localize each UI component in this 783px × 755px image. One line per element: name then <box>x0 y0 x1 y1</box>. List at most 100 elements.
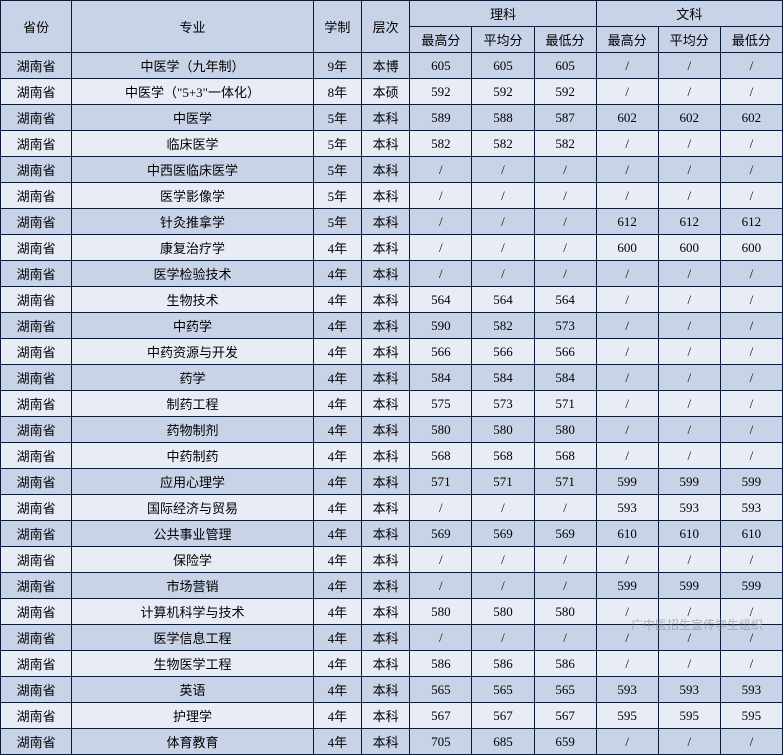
cell-sci-min: 592 <box>534 79 596 105</box>
header-art-avg: 平均分 <box>658 27 720 53</box>
cell-major: 保险学 <box>72 547 313 573</box>
cell-art-max: / <box>596 547 658 573</box>
cell-major: 医学影像学 <box>72 183 313 209</box>
cell-art-min: 599 <box>720 573 782 599</box>
cell-duration: 4年 <box>313 625 361 651</box>
cell-sci-min: / <box>534 209 596 235</box>
cell-level: 本科 <box>362 495 410 521</box>
cell-major: 针灸推拿学 <box>72 209 313 235</box>
cell-duration: 5年 <box>313 131 361 157</box>
cell-art-min: 600 <box>720 235 782 261</box>
cell-art-avg: / <box>658 547 720 573</box>
cell-sci-avg: 568 <box>472 443 534 469</box>
table-row: 湖南省护理学4年本科567567567595595595 <box>1 703 783 729</box>
cell-art-avg: / <box>658 391 720 417</box>
header-sci-min: 最低分 <box>534 27 596 53</box>
cell-sci-avg: / <box>472 209 534 235</box>
cell-art-max: / <box>596 651 658 677</box>
cell-sci-avg: 573 <box>472 391 534 417</box>
cell-art-avg: 612 <box>658 209 720 235</box>
table-row: 湖南省针灸推拿学5年本科///612612612 <box>1 209 783 235</box>
cell-sci-avg: 580 <box>472 599 534 625</box>
cell-major: 生物技术 <box>72 287 313 313</box>
table-row: 湖南省公共事业管理4年本科569569569610610610 <box>1 521 783 547</box>
cell-duration: 4年 <box>313 261 361 287</box>
cell-sci-min: 568 <box>534 443 596 469</box>
header-level: 层次 <box>362 1 410 53</box>
cell-sci-max: 592 <box>410 79 472 105</box>
header-science: 理科 <box>410 1 596 27</box>
header-sci-max: 最高分 <box>410 27 472 53</box>
cell-art-min: / <box>720 443 782 469</box>
cell-art-min: / <box>720 261 782 287</box>
cell-duration: 4年 <box>313 677 361 703</box>
cell-art-min: 599 <box>720 469 782 495</box>
cell-major: 中药学 <box>72 313 313 339</box>
cell-province: 湖南省 <box>1 573 72 599</box>
cell-art-max: 599 <box>596 469 658 495</box>
cell-duration: 4年 <box>313 313 361 339</box>
cell-sci-min: 571 <box>534 391 596 417</box>
cell-sci-max: / <box>410 547 472 573</box>
cell-sci-max: / <box>410 573 472 599</box>
cell-sci-avg: 566 <box>472 339 534 365</box>
cell-province: 湖南省 <box>1 521 72 547</box>
cell-sci-avg: 567 <box>472 703 534 729</box>
table-row: 湖南省中药资源与开发4年本科566566566/// <box>1 339 783 365</box>
cell-sci-max: / <box>410 183 472 209</box>
cell-art-max: / <box>596 365 658 391</box>
cell-sci-min: 566 <box>534 339 596 365</box>
cell-province: 湖南省 <box>1 599 72 625</box>
cell-province: 湖南省 <box>1 391 72 417</box>
cell-sci-max: 567 <box>410 703 472 729</box>
cell-art-max: / <box>596 131 658 157</box>
table-row: 湖南省生物医学工程4年本科586586586/// <box>1 651 783 677</box>
table-row: 湖南省临床医学5年本科582582582/// <box>1 131 783 157</box>
cell-province: 湖南省 <box>1 339 72 365</box>
cell-major: 中药制药 <box>72 443 313 469</box>
cell-art-min: 602 <box>720 105 782 131</box>
cell-sci-min: / <box>534 235 596 261</box>
header-arts: 文科 <box>596 1 782 27</box>
cell-duration: 4年 <box>313 521 361 547</box>
cell-province: 湖南省 <box>1 235 72 261</box>
cell-sci-avg: / <box>472 625 534 651</box>
cell-sci-avg: / <box>472 573 534 599</box>
cell-level: 本科 <box>362 573 410 599</box>
cell-sci-max: 564 <box>410 287 472 313</box>
cell-level: 本科 <box>362 703 410 729</box>
cell-art-max: / <box>596 729 658 755</box>
cell-sci-min: / <box>534 261 596 287</box>
cell-duration: 4年 <box>313 339 361 365</box>
cell-art-max: / <box>596 443 658 469</box>
cell-province: 湖南省 <box>1 313 72 339</box>
cell-duration: 4年 <box>313 443 361 469</box>
cell-province: 湖南省 <box>1 677 72 703</box>
cell-major: 药学 <box>72 365 313 391</box>
cell-duration: 4年 <box>313 729 361 755</box>
cell-province: 湖南省 <box>1 157 72 183</box>
cell-sci-avg: 582 <box>472 313 534 339</box>
cell-level: 本科 <box>362 677 410 703</box>
cell-art-avg: / <box>658 157 720 183</box>
cell-duration: 5年 <box>313 183 361 209</box>
table-row: 湖南省国际经济与贸易4年本科///593593593 <box>1 495 783 521</box>
cell-sci-min: / <box>534 547 596 573</box>
cell-art-avg: / <box>658 79 720 105</box>
cell-art-avg: 602 <box>658 105 720 131</box>
cell-art-max: / <box>596 391 658 417</box>
cell-art-avg: 600 <box>658 235 720 261</box>
cell-sci-max: 565 <box>410 677 472 703</box>
cell-art-max: 593 <box>596 677 658 703</box>
cell-level: 本科 <box>362 443 410 469</box>
cell-level: 本硕 <box>362 79 410 105</box>
cell-province: 湖南省 <box>1 625 72 651</box>
table-row: 湖南省体育教育4年本科705685659/// <box>1 729 783 755</box>
cell-duration: 4年 <box>313 651 361 677</box>
header-major: 专业 <box>72 1 313 53</box>
cell-art-min: / <box>720 417 782 443</box>
cell-duration: 4年 <box>313 365 361 391</box>
cell-art-max: 593 <box>596 495 658 521</box>
cell-province: 湖南省 <box>1 131 72 157</box>
cell-sci-max: / <box>410 261 472 287</box>
